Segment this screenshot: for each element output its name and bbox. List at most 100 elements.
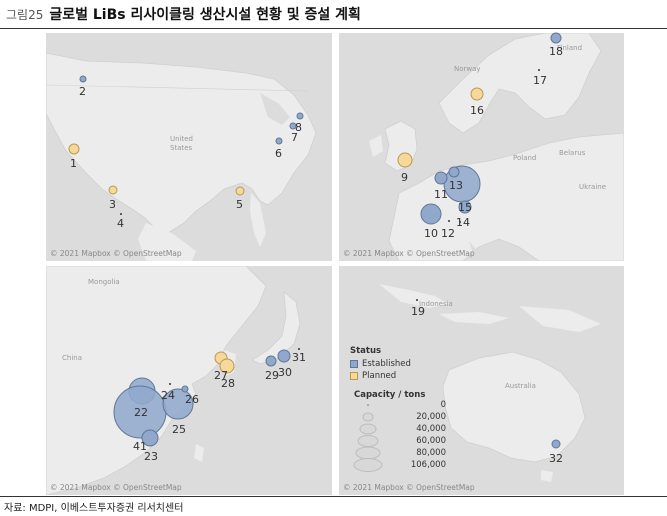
facility-label-3: 3 (109, 198, 116, 211)
capacity-label: 60,000 (416, 436, 446, 446)
facility-marker-13b[interactable] (448, 166, 460, 178)
facility-marker-14[interactable] (459, 221, 461, 223)
place-name-norway: Norway (454, 65, 481, 73)
facility-marker-3[interactable] (108, 185, 118, 195)
place-name-mongolia: Mongolia (88, 278, 120, 286)
figure-title-text: 글로벌 LiBs 리사이클링 생산시설 현황 및 증설 계획 (49, 7, 361, 23)
facility-label-2: 2 (79, 85, 86, 98)
map-panel-europe[interactable]: Norway Finland Poland Belarus Ukraine © … (339, 33, 624, 261)
facility-label-11: 11 (434, 188, 448, 201)
facility-label-15: 15 (458, 201, 472, 214)
facility-marker-28[interactable] (219, 358, 235, 374)
facility-label-16: 16 (470, 104, 484, 117)
capacity-label: 20,000 (416, 412, 446, 422)
facility-marker-9[interactable] (397, 152, 413, 168)
oceania-basemap (339, 266, 624, 495)
facility-label-26: 26 (185, 393, 199, 406)
facility-label-41: 41 (133, 440, 147, 453)
planned-swatch (350, 372, 358, 380)
map-credit: © 2021 Mapbox © OpenStreetMap (343, 249, 475, 258)
facility-marker-18[interactable] (550, 32, 562, 44)
capacity-label: 0 (440, 400, 446, 410)
facility-marker-7[interactable] (289, 122, 297, 130)
facility-marker-6[interactable] (275, 137, 283, 145)
capacity-label: 80,000 (416, 448, 446, 458)
facility-marker-4[interactable] (120, 213, 122, 215)
facility-label-29: 29 (265, 369, 279, 382)
capacity-circle-20000 (362, 412, 374, 422)
map-credit: © 2021 Mapbox © OpenStreetMap (50, 249, 182, 258)
capacity-circle-106000 (353, 458, 383, 472)
source-note: 자료: MDPI, 이베스트투자증권 리서치센터 (4, 503, 184, 514)
facility-label-31: 31 (292, 351, 306, 364)
facility-label-6: 6 (275, 147, 282, 160)
facility-marker-5[interactable] (235, 186, 245, 196)
legend-capacity-title: Capacity / tons (354, 390, 426, 400)
capacity-circle-60000 (357, 435, 379, 447)
capacity-label: 106,000 (410, 460, 446, 470)
facility-marker-16[interactable] (470, 87, 484, 101)
facility-marker-15[interactable] (458, 200, 472, 214)
facility-label-30: 30 (278, 366, 292, 379)
legend-label-established: Established (362, 359, 411, 369)
facility-label-24: 24 (161, 389, 175, 402)
place-name-indonesia: Indonesia (419, 300, 453, 308)
facility-marker-29[interactable] (265, 355, 277, 367)
place-name-poland: Poland (513, 154, 537, 162)
map-panel-north-america[interactable]: United States © 2021 Mapbox © OpenStreet… (46, 33, 332, 261)
facility-label-12: 12 (441, 227, 455, 240)
map-panel-oceania[interactable]: Indonesia Australia © 2021 Mapbox © Open… (339, 266, 624, 495)
facility-label-22: 22 (134, 406, 148, 419)
legend-item-established[interactable]: Established (350, 358, 460, 370)
legend-label-planned: Planned (362, 371, 397, 381)
facility-label-8: 8 (295, 121, 302, 134)
facility-marker-23[interactable] (141, 429, 159, 447)
facility-marker-24-point[interactable] (169, 383, 171, 385)
map-panel-east-asia[interactable]: Mongolia China © 2021 Mapbox © OpenStree… (46, 266, 332, 495)
established-swatch (350, 360, 358, 368)
facility-label-4: 4 (117, 217, 124, 230)
facility-marker-26[interactable] (181, 385, 189, 393)
map-credit: © 2021 Mapbox © OpenStreetMap (50, 483, 182, 492)
place-name-australia: Australia (505, 382, 536, 390)
capacity-circle-40000 (359, 423, 377, 435)
capacity-circle-80000 (355, 446, 381, 460)
facility-label-18: 18 (549, 45, 563, 58)
facility-marker-19[interactable] (416, 299, 418, 301)
facility-marker-32[interactable] (551, 439, 561, 449)
facility-label-14: 14 (456, 216, 470, 229)
facility-label-10: 10 (424, 227, 438, 240)
facility-marker-11[interactable] (434, 171, 448, 185)
facility-marker-2[interactable] (79, 75, 87, 83)
facility-label-5: 5 (236, 198, 243, 211)
facility-marker-12[interactable] (448, 220, 450, 222)
facility-marker-17[interactable] (538, 69, 540, 71)
facility-marker-30[interactable] (277, 349, 291, 363)
facility-label-17: 17 (533, 74, 547, 87)
source-divider (0, 496, 667, 497)
facility-marker-8[interactable] (296, 112, 304, 120)
facility-label-13: 13 (449, 179, 463, 192)
place-name-finland: Finland (557, 44, 583, 52)
facility-marker-31[interactable] (298, 348, 300, 350)
legend-item-planned[interactable]: Planned (350, 370, 460, 382)
capacity-size-scale (353, 404, 383, 472)
capacity-values: 0 20,000 40,000 60,000 80,000 106,000 (386, 400, 446, 472)
facility-marker-1[interactable] (68, 143, 80, 155)
east-asia-basemap (46, 266, 332, 495)
facility-marker-10[interactable] (420, 203, 442, 225)
legend-status-title: Status (350, 346, 382, 356)
place-name-china: China (62, 354, 82, 362)
facility-label-9: 9 (401, 171, 408, 184)
facility-label-7: 7 (291, 131, 298, 144)
place-name-belarus: Belarus (559, 149, 586, 157)
facility-marker-25[interactable] (162, 388, 194, 420)
capacity-circle-0 (367, 404, 369, 406)
facility-label-19: 19 (411, 305, 425, 318)
title-divider (0, 28, 667, 29)
facility-label-1: 1 (70, 157, 77, 170)
place-name-ukraine: Ukraine (579, 183, 607, 191)
facility-label-27: 27 (214, 369, 228, 382)
facility-label-32: 32 (549, 452, 563, 465)
